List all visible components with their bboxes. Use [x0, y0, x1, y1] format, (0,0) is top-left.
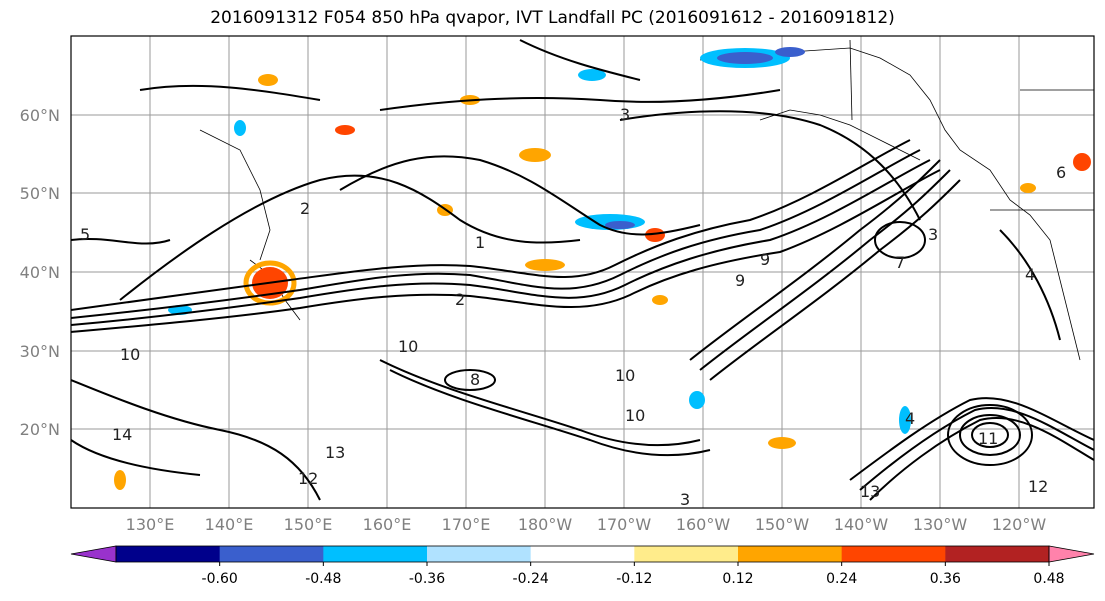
- contour-label: 12: [298, 469, 318, 488]
- colorbar-border: [115, 545, 1050, 563]
- contour-label: 4: [1025, 265, 1035, 284]
- lon-label: 150°W: [755, 515, 810, 534]
- contour-label: 13: [860, 482, 880, 501]
- colorbar-tick-label: -0.24: [513, 571, 549, 587]
- contour-label: 10: [120, 345, 140, 364]
- lon-label: 160°E: [363, 515, 412, 534]
- colorbar-segment: [116, 546, 221, 562]
- contour-label: 10: [615, 366, 635, 385]
- colorbar-tick-label: 0.36: [930, 571, 961, 587]
- lon-label: 140°W: [834, 515, 889, 534]
- lon-label: 160°W: [676, 515, 731, 534]
- map-content: 1 2 3 4 5 6 7 8 9 10 12 13 14 10 10 10 9…: [71, 36, 1094, 509]
- colorbar-tick-label: 0.48: [1033, 571, 1064, 587]
- colorbar-tick-label: -0.48: [305, 571, 341, 587]
- contour-label: 7: [895, 253, 905, 272]
- colorbar-tick-label: -0.36: [409, 571, 445, 587]
- contour-label: 6: [1056, 163, 1066, 182]
- contour-label: 2: [300, 199, 310, 218]
- contour-label: 5: [80, 225, 90, 244]
- lat-label: 50°N: [20, 184, 60, 203]
- colorbar-segment: [738, 546, 843, 562]
- colorbar-segment: [945, 546, 1050, 562]
- lat-label: 40°N: [20, 263, 60, 282]
- contour-label: 1: [475, 233, 485, 252]
- lon-label: 120°W: [992, 515, 1047, 534]
- lon-label: 170°W: [597, 515, 652, 534]
- map-title: 2016091312 F054 850 hPa qvapor, IVT Land…: [210, 8, 895, 28]
- lat-label: 20°N: [20, 420, 60, 439]
- colorbar-segment: [427, 546, 532, 562]
- lon-label: 150°E: [284, 515, 333, 534]
- graticule: [71, 36, 1094, 508]
- lat-label: 30°N: [20, 342, 60, 361]
- map-border: [70, 35, 1095, 509]
- lon-label: 140°E: [205, 515, 254, 534]
- contour-label: 11: [978, 429, 998, 448]
- contour-label: 3: [680, 490, 690, 509]
- contour-label: 9: [760, 250, 770, 269]
- lat-label: 60°N: [20, 106, 60, 125]
- latitude-labels: 60°N 50°N 40°N 30°N 20°N: [20, 106, 60, 439]
- contour-label: 12: [1028, 477, 1048, 496]
- colorbar-segment: [219, 546, 324, 562]
- ivt-contours: [71, 39, 1094, 501]
- contour-label: 9: [735, 271, 745, 290]
- longitude-labels: 130°E 140°E 150°E 160°E 170°E 180°W 170°…: [126, 515, 1047, 534]
- colorbar-segment: [634, 546, 739, 562]
- contour-labels: 1 2 3 4 5 6 7 8 9 10 12 13 14 10 10 10 9…: [80, 105, 1066, 509]
- colorbar-segment: [323, 546, 428, 562]
- contour-label: 3: [928, 225, 938, 244]
- coastlines: [199, 39, 1094, 361]
- contour-label: 2: [455, 290, 465, 309]
- colorbar-tick-label: 0.12: [722, 571, 753, 587]
- contour-label: 8: [470, 370, 480, 389]
- contour-label: 10: [625, 406, 645, 425]
- lon-label: 130°W: [913, 515, 968, 534]
- colorbar-extend-high: [1048, 545, 1095, 563]
- colorbar-tick-label: 0.24: [826, 571, 857, 587]
- colorbar-extend-low: [70, 545, 117, 563]
- lon-label: 170°E: [442, 515, 491, 534]
- colorbar-segment: [530, 546, 635, 562]
- colorbar-segment: [841, 546, 946, 562]
- contour-label: 4: [905, 409, 915, 428]
- colorbar: -0.60 -0.48 -0.36 -0.24 -0.12 0.12 0.24 0.36 0.4…: [70, 545, 1095, 587]
- colorbar-tick-label: -0.60: [202, 571, 238, 587]
- contour-label: 14: [112, 425, 132, 444]
- contour-label: 3: [620, 105, 630, 124]
- colorbar-tick-label: -0.12: [616, 571, 652, 587]
- contour-label: 13: [325, 443, 345, 462]
- lon-label: 180°W: [518, 515, 573, 534]
- contour-label: 10: [398, 337, 418, 356]
- lon-label: 130°E: [126, 515, 175, 534]
